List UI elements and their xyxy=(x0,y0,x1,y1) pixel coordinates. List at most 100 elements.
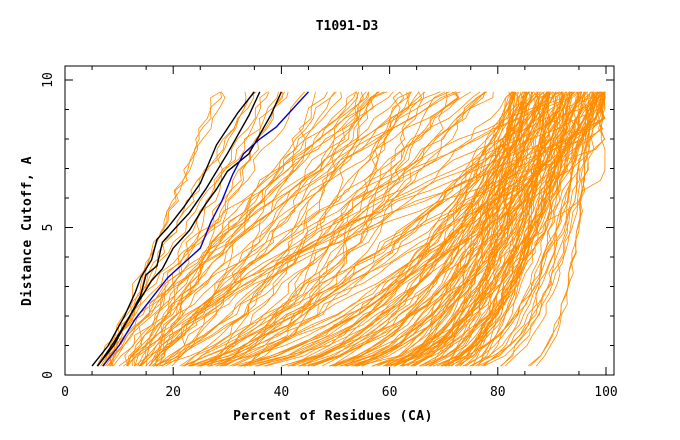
model-curve-33 xyxy=(154,91,247,367)
model-curve-184 xyxy=(420,91,527,367)
model-curve-78 xyxy=(134,91,405,367)
model-curve-189 xyxy=(443,91,597,367)
y-axis-label: Distance Cutoff, A xyxy=(20,156,35,306)
model-curve-200 xyxy=(527,91,595,367)
x-axis-label: Percent of Residues (CA) xyxy=(233,409,433,424)
model-curve-53 xyxy=(162,91,328,367)
series-lines xyxy=(91,91,310,367)
model-curve-85 xyxy=(280,91,606,367)
model-curve-208 xyxy=(432,91,563,367)
ticks xyxy=(64,66,614,376)
model-curve-178 xyxy=(329,91,596,367)
model-curve-205 xyxy=(535,91,591,367)
model-curve-80 xyxy=(153,91,316,367)
model-curve-40 xyxy=(165,91,369,367)
model-curve-21 xyxy=(127,91,412,367)
series-black-3 xyxy=(96,91,283,367)
model-curve-64 xyxy=(152,91,460,367)
model-curve-195 xyxy=(311,91,533,367)
model-curve-206 xyxy=(419,91,551,367)
model-curve-125 xyxy=(298,91,559,367)
model-curve-181 xyxy=(321,91,527,367)
model-curve-136 xyxy=(440,91,581,367)
model-curve-5 xyxy=(159,91,286,367)
model-curve-179 xyxy=(430,91,516,367)
model-curve-139 xyxy=(483,91,582,367)
model-curve-183 xyxy=(346,91,566,367)
model-curve-87 xyxy=(209,91,486,367)
model-curve-177 xyxy=(334,91,580,367)
model-curve-73 xyxy=(201,91,485,367)
model-curve-63 xyxy=(158,91,514,367)
model-curve-54 xyxy=(224,91,367,367)
model-curve-174 xyxy=(394,91,563,367)
model-curve-172 xyxy=(292,91,545,367)
plot-frame xyxy=(64,65,615,376)
bulk-lines xyxy=(96,91,606,367)
model-curve-29 xyxy=(139,91,357,367)
y-tick-label: 0 xyxy=(41,371,56,379)
model-curve-120 xyxy=(344,91,538,367)
model-curve-160 xyxy=(401,91,539,367)
model-curve-17 xyxy=(112,91,306,367)
model-curve-75 xyxy=(215,91,446,367)
model-curve-197 xyxy=(451,91,512,367)
model-curve-90 xyxy=(403,91,580,367)
model-curve-164 xyxy=(478,91,528,367)
x-tick-label: 20 xyxy=(165,385,181,400)
model-curve-38 xyxy=(126,91,379,367)
model-curve-20 xyxy=(140,91,472,367)
model-curve-56 xyxy=(188,91,378,367)
model-curve-193 xyxy=(413,91,539,367)
model-curve-3 xyxy=(103,91,388,367)
model-curve-144 xyxy=(331,91,514,367)
model-curve-57 xyxy=(247,91,460,367)
model-curve-34 xyxy=(127,91,359,367)
model-curve-173 xyxy=(339,91,517,367)
model-curve-46 xyxy=(183,91,420,367)
model-curve-58 xyxy=(240,91,424,367)
model-curve-204 xyxy=(530,91,593,367)
model-curve-119 xyxy=(448,91,600,367)
model-curve-76 xyxy=(155,91,488,367)
model-curve-180 xyxy=(399,91,541,367)
x-tick-label: 80 xyxy=(490,385,506,400)
x-tick-label: 100 xyxy=(594,385,617,400)
model-curve-1 xyxy=(149,91,337,367)
model-curve-186 xyxy=(394,91,598,367)
x-tick-label: 0 xyxy=(61,385,69,400)
model-curve-74 xyxy=(118,91,336,367)
model-curve-201 xyxy=(477,91,595,367)
model-curve-137 xyxy=(332,91,514,367)
model-curve-102 xyxy=(256,91,550,367)
model-curve-44 xyxy=(219,91,551,367)
model-curve-13 xyxy=(103,91,456,367)
model-curve-24 xyxy=(101,91,226,367)
model-curve-37 xyxy=(148,91,426,367)
model-curve-196 xyxy=(255,91,585,367)
chart-title: T1091-D3 xyxy=(316,19,379,34)
model-curve-122 xyxy=(377,91,533,367)
model-curve-123 xyxy=(255,91,516,367)
model-curve-71 xyxy=(171,91,385,367)
model-curve-191 xyxy=(265,91,514,367)
y-tick-label: 10 xyxy=(41,72,56,88)
model-curve-149 xyxy=(411,91,549,367)
model-curve-19 xyxy=(145,91,604,367)
series-blue xyxy=(102,91,310,367)
model-curve-209 xyxy=(475,91,548,367)
y-tick-label: 5 xyxy=(41,224,56,232)
tick-labels: 0 20 40 60 80 100 0 5 10 xyxy=(41,72,618,400)
x-tick-label: 60 xyxy=(382,385,398,400)
model-curve-192 xyxy=(345,91,522,367)
model-curve-151 xyxy=(333,91,547,367)
model-curve-69 xyxy=(179,91,589,367)
model-curve-167 xyxy=(354,91,543,367)
model-curve-28 xyxy=(106,91,222,367)
model-curve-16 xyxy=(134,91,579,367)
model-curve-198 xyxy=(389,91,600,367)
x-tick-label: 40 xyxy=(274,385,290,400)
model-curve-41 xyxy=(132,91,268,367)
model-curve-190 xyxy=(281,91,527,367)
